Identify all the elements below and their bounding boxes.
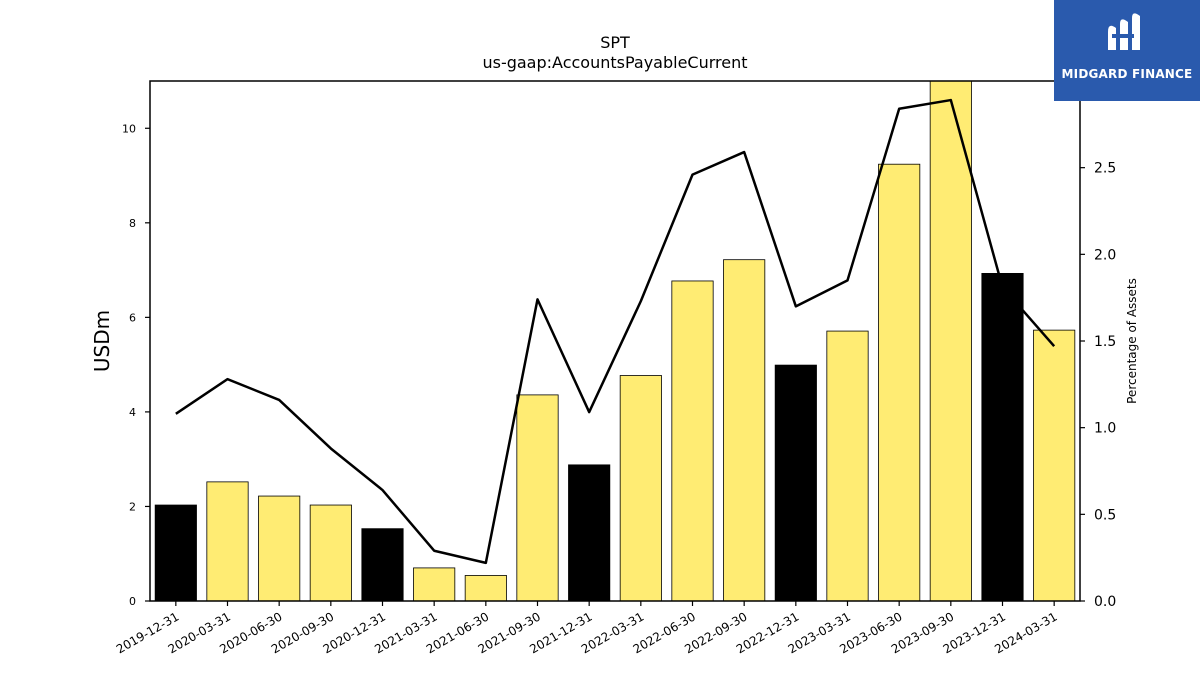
bar-2020-09-30 bbox=[309, 504, 352, 602]
y-tick-label: 4 bbox=[129, 406, 136, 419]
bar-2021-12-31 bbox=[568, 464, 611, 602]
bar-2023-12-31 bbox=[981, 272, 1024, 602]
bars-group bbox=[154, 80, 1076, 602]
bar-2024-03-31 bbox=[1033, 329, 1076, 602]
bar-2019-12-31 bbox=[154, 504, 197, 602]
logo-mark-icon bbox=[1108, 13, 1140, 50]
bar-2022-06-30 bbox=[671, 280, 714, 602]
bar-2021-03-31 bbox=[413, 567, 456, 602]
y-tick-label: 6 bbox=[129, 311, 136, 324]
bar-2021-06-30 bbox=[464, 575, 507, 602]
bar-2020-12-31 bbox=[361, 528, 404, 602]
bar-2023-09-30 bbox=[929, 80, 972, 602]
y2-tick-label: 1.5 bbox=[1094, 334, 1116, 350]
percentage-line bbox=[175, 98, 1056, 565]
line-group bbox=[175, 98, 1056, 565]
bar-2020-03-31 bbox=[206, 481, 249, 602]
y-tick-label: 10 bbox=[122, 122, 136, 135]
y-tick-label: 8 bbox=[129, 217, 136, 230]
logo: MIDGARD FINANCE bbox=[1054, 0, 1200, 101]
bar-2022-12-31 bbox=[774, 364, 817, 602]
y2-tick-label: 0.5 bbox=[1094, 507, 1116, 523]
y2-axis-label: Percentage of Assets bbox=[1125, 278, 1139, 404]
y-tick-label: 2 bbox=[129, 500, 136, 513]
bar-2022-03-31 bbox=[619, 375, 662, 602]
y2-tick-label: 2.5 bbox=[1094, 161, 1116, 177]
bar-2020-06-30 bbox=[258, 495, 301, 602]
y-tick-label: 0 bbox=[129, 595, 136, 608]
bar-2022-09-30 bbox=[723, 259, 766, 602]
bar-2023-06-30 bbox=[878, 163, 921, 602]
bar-2021-09-30 bbox=[516, 394, 559, 602]
y2-tick-label: 0.0 bbox=[1094, 594, 1116, 610]
y2-tick-label: 2.0 bbox=[1094, 247, 1116, 263]
y2-tick-label: 1.0 bbox=[1094, 421, 1116, 437]
chart-subtitle: us-gaap:AccountsPayableCurrent bbox=[482, 53, 747, 72]
logo-text: MIDGARD FINANCE bbox=[1061, 67, 1193, 81]
y-axis-label: USDm bbox=[90, 310, 114, 372]
chart-title: SPT bbox=[600, 33, 630, 52]
bar-2023-03-31 bbox=[826, 330, 869, 602]
